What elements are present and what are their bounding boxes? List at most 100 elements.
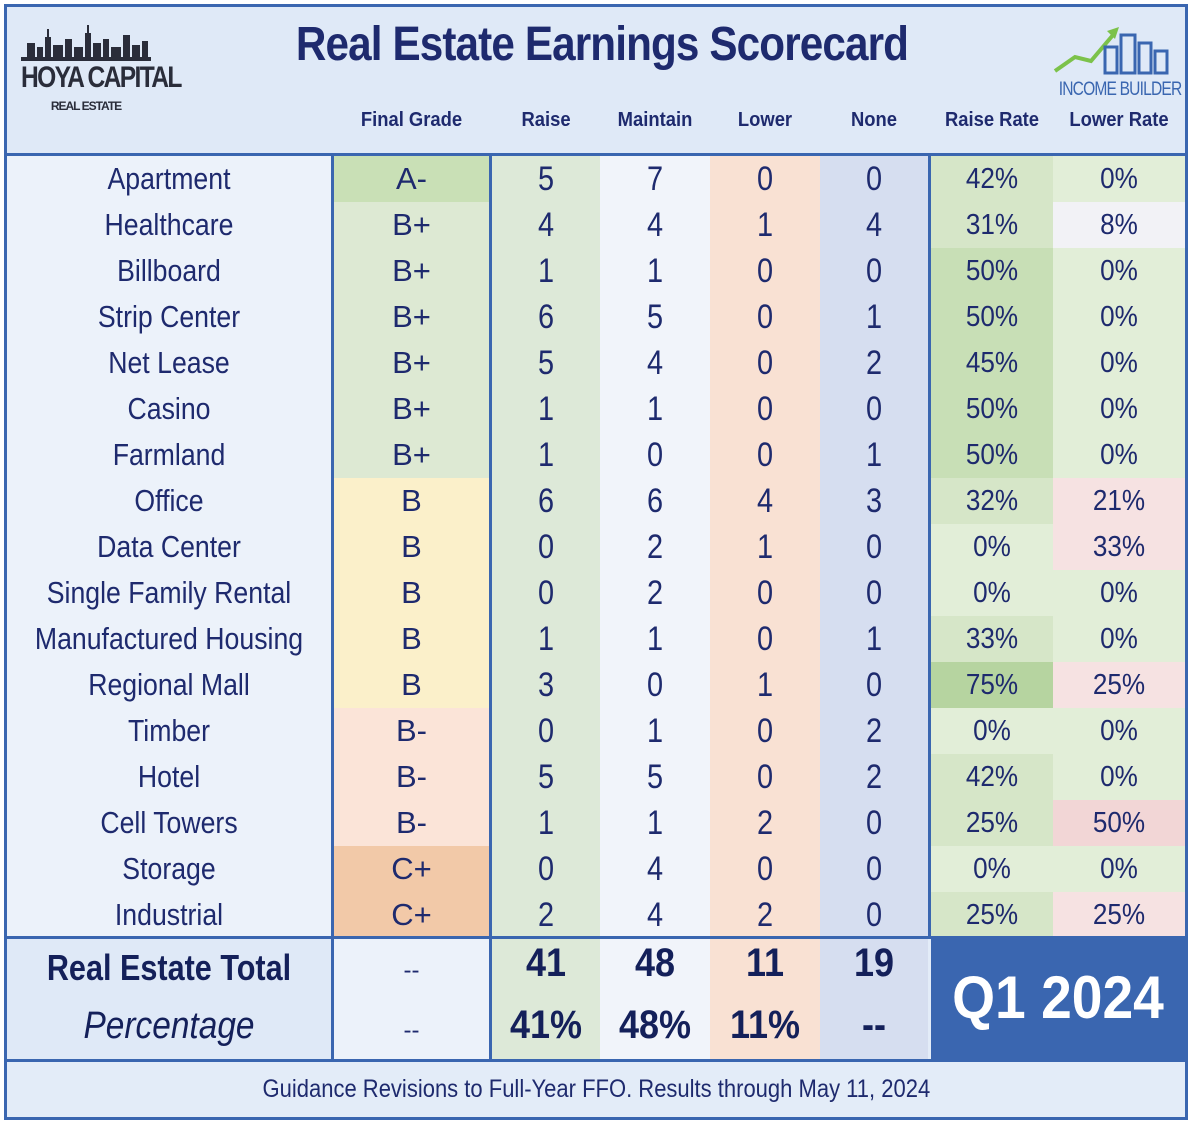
maintain-count-cell: 2	[646, 528, 664, 566]
grade-cell-bg	[334, 846, 489, 892]
none-count-cell: 0	[865, 896, 883, 934]
none-column-bg	[820, 156, 928, 936]
table-row: Billboard B+ 1 1 0 0 50% 0%	[7, 248, 1185, 294]
lower-rate-cell-bg	[1053, 846, 1185, 892]
final-grade-cell: B-	[396, 759, 427, 794]
maintain-count-cell: 1	[646, 620, 664, 658]
page-title: Real Estate Earnings Scorecard	[295, 18, 909, 71]
table-row: Single Family Rental B 0 2 0 0 0% 0%	[7, 570, 1185, 616]
table-row: Apartment A- 5 7 0 0 42% 0%	[7, 156, 1185, 202]
maintain-count-cell: 1	[646, 804, 664, 842]
lower-rate-cell: 0%	[1100, 853, 1138, 885]
raise-rate-cell: 50%	[965, 439, 1019, 471]
none-count-cell: 1	[865, 298, 883, 336]
percentage-maintain-value: 48%	[618, 1003, 692, 1047]
lower-count-cell: 0	[756, 436, 774, 474]
final-grade-cell: B	[401, 529, 422, 564]
grade-cell-bg	[334, 892, 489, 938]
sector-name: Office	[134, 483, 204, 518]
scorecard-frame: HOYA CAPITAL REAL ESTATE Real Estate Ear…	[4, 4, 1188, 1120]
raise-count-cell: 0	[537, 574, 555, 612]
final-grade-cell: B+	[392, 437, 431, 472]
final-grade-cell: B+	[392, 299, 431, 334]
table-row: Cell Towers B- 1 1 2 0 25% 50%	[7, 800, 1185, 846]
raise-rate-cell-bg	[931, 478, 1053, 524]
raise-rate-cell: 33%	[965, 623, 1019, 655]
none-count-cell: 4	[865, 206, 883, 244]
none-count-cell: 0	[865, 528, 883, 566]
raise-count-cell: 6	[537, 298, 555, 336]
sector-name: Billboard	[117, 253, 221, 288]
lower-rate-cell-bg	[1053, 616, 1185, 662]
raise-rate-cell-bg	[931, 524, 1053, 570]
lower-rate-cell: 0%	[1100, 163, 1138, 195]
table-row: Strip Center B+ 6 5 0 1 50% 0%	[7, 294, 1185, 340]
raise-rate-cell-bg	[931, 340, 1053, 386]
lower-rate-cell: 25%	[1092, 899, 1146, 931]
final-grade-cell: B	[401, 621, 422, 656]
raise-rate-cell: 42%	[965, 761, 1019, 793]
final-grade-cell: B	[401, 667, 422, 702]
city-skyline-icon	[21, 25, 151, 61]
total-maintain-value: 48	[634, 941, 676, 985]
grade-cell-bg	[334, 156, 489, 202]
lower-count-cell: 0	[756, 298, 774, 336]
lower-rate-cell: 0%	[1100, 255, 1138, 287]
lower-rate-cell-bg	[1053, 432, 1185, 478]
raise-rate-cell: 75%	[965, 669, 1019, 701]
raise-rate-cell: 25%	[965, 807, 1019, 839]
hoya-capital-logo: HOYA CAPITAL REAL ESTATE	[21, 21, 182, 121]
raise-rate-cell: 25%	[965, 899, 1019, 931]
raise-count-cell: 2	[537, 896, 555, 934]
totals-section: Real Estate Total Percentage -- -- 41 48…	[7, 939, 1185, 1059]
lower-rate-cell: 0%	[1100, 577, 1138, 609]
lower-count-cell: 2	[756, 896, 774, 934]
grade-cell-bg	[334, 202, 489, 248]
raise-rate-cell-bg	[931, 156, 1053, 202]
maintain-count-cell: 5	[646, 298, 664, 336]
sector-name: Cell Towers	[100, 805, 238, 840]
grade-cell-bg	[334, 570, 489, 616]
column-header-lower: Lower	[737, 109, 793, 131]
sector-name: Apartment	[107, 161, 231, 196]
raise-rate-cell-bg	[931, 570, 1053, 616]
lower-rate-cell: 0%	[1100, 439, 1138, 471]
raise-count-cell: 0	[537, 528, 555, 566]
raise-count-cell: 1	[537, 620, 555, 658]
grade-cell-bg	[334, 340, 489, 386]
maintain-count-cell: 7	[646, 160, 664, 198]
raise-count-cell: 1	[537, 804, 555, 842]
final-grade-cell: B-	[396, 805, 427, 840]
grade-cell-bg	[334, 800, 489, 846]
maintain-count-cell: 1	[646, 390, 664, 428]
raise-count-cell: 6	[537, 482, 555, 520]
raise-count-cell: 1	[537, 390, 555, 428]
maintain-count-cell: 4	[646, 896, 664, 934]
lower-count-cell: 0	[756, 252, 774, 290]
maintain-count-cell: 5	[646, 758, 664, 796]
income-builder-logo: INCOME BUILDER	[1047, 17, 1182, 107]
grade-cell-bg	[334, 616, 489, 662]
raise-rate-cell-bg	[931, 386, 1053, 432]
period-badge: Q1 2024	[931, 939, 1185, 1059]
table-row: Timber B- 0 1 0 2 0% 0%	[7, 708, 1185, 754]
final-grade-cell: B-	[396, 713, 427, 748]
grade-cell-bg	[334, 754, 489, 800]
lower-count-cell: 4	[756, 482, 774, 520]
raise-rate-cell: 45%	[965, 347, 1019, 379]
sector-name: Manufactured Housing	[34, 621, 304, 656]
table-row: Farmland B+ 1 0 0 1 50% 0%	[7, 432, 1185, 478]
total-grade-value: --	[403, 957, 420, 984]
percentage-none-value: --	[862, 1003, 886, 1047]
sector-name: Farmland	[112, 437, 226, 472]
grade-cell-bg	[334, 708, 489, 754]
maintain-count-cell: 0	[646, 436, 664, 474]
sector-name: Hotel	[137, 759, 201, 794]
table-row: Casino B+ 1 1 0 0 50% 0%	[7, 386, 1185, 432]
table-row: Data Center B 0 2 1 0 0% 33%	[7, 524, 1185, 570]
column-header-final-grade: Final Grade	[360, 109, 463, 131]
raise-rate-cell: 32%	[965, 485, 1019, 517]
column-divider-grade	[489, 156, 492, 1059]
raise-rate-cell: 50%	[965, 255, 1019, 287]
raise-rate-cell: 0%	[973, 531, 1011, 563]
